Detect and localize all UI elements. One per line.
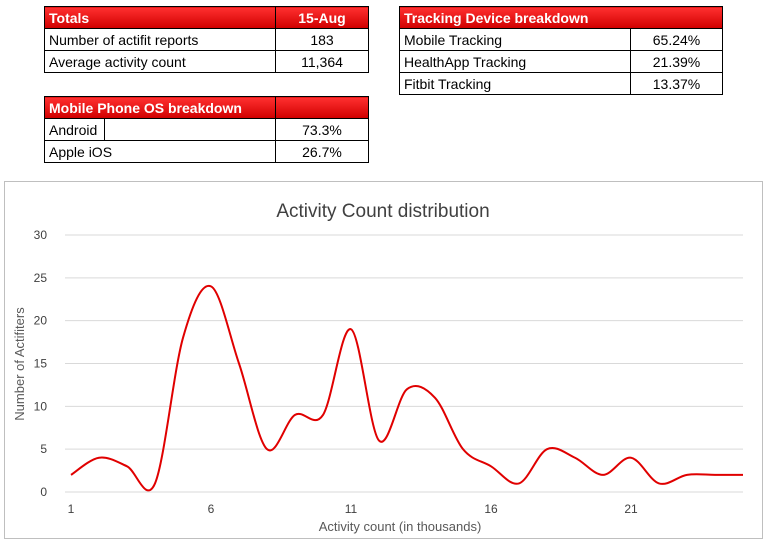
os-row-spacer — [103, 118, 277, 141]
totals-row-value: 183 — [275, 28, 369, 51]
x-tick-label: 21 — [624, 502, 638, 516]
chart-title: Activity Count distribution — [276, 201, 489, 222]
series-line — [70, 284, 743, 492]
totals-header-label: Totals — [44, 6, 276, 29]
activity-count-chart: Activity Count distribution 0 5 10 15 20 25 30… — [12, 201, 743, 534]
os-row-label: Android — [44, 118, 105, 141]
y-tick-label: 10 — [34, 399, 48, 413]
chart-area: Activity Count distribution 0 5 10 15 20 25 30… — [4, 181, 763, 539]
os-row-label: Apple iOS — [44, 140, 276, 163]
tracking-row-value: 13.37% — [630, 72, 723, 95]
os-header-label: Mobile Phone OS breakdown — [44, 96, 276, 119]
table-row: Apple iOS 26.7% — [44, 140, 369, 163]
x-tick-labels: 1 6 11 16 21 — [68, 502, 638, 516]
totals-header-date: 15-Aug — [275, 6, 369, 29]
tracking-row-label: Fitbit Tracking — [399, 72, 631, 95]
tracking-row-value: 21.39% — [630, 50, 723, 73]
y-tick-label: 15 — [34, 357, 48, 371]
table-row: Mobile Tracking 65.24% — [399, 28, 723, 51]
table-row: Average activity count 11,364 — [44, 50, 369, 73]
y-tick-label: 0 — [40, 485, 47, 499]
tracking-row-label: Mobile Tracking — [399, 28, 631, 51]
y-tick-label: 25 — [34, 271, 48, 285]
table-row: Fitbit Tracking 13.37% — [399, 72, 723, 95]
gridlines — [65, 234, 743, 493]
tracking-device-table: Tracking Device breakdown Mobile Trackin… — [399, 6, 723, 95]
x-tick-label: 11 — [345, 502, 358, 516]
y-axis-label: Number of Actifiters — [12, 307, 27, 421]
y-tick-label: 5 — [40, 442, 47, 456]
table-row: Number of actifit reports 183 — [44, 28, 369, 51]
totals-row-label: Average activity count — [44, 50, 276, 73]
os-row-value: 26.7% — [275, 140, 369, 163]
x-tick-label: 16 — [484, 502, 498, 516]
y-tick-label: 20 — [34, 314, 48, 328]
y-tick-label: 30 — [34, 228, 48, 242]
table-row: HealthApp Tracking 21.39% — [399, 50, 723, 73]
tracking-header-label: Tracking Device breakdown — [399, 6, 723, 29]
x-axis-label: Activity count (in thousands) — [319, 519, 482, 534]
totals-row-label: Number of actifit reports — [44, 28, 276, 51]
totals-row-value: 11,364 — [275, 50, 369, 73]
tracking-row-label: HealthApp Tracking — [399, 50, 631, 73]
y-tick-labels: 0 5 10 15 20 25 30 — [34, 228, 48, 499]
table-row: Android 73.3% — [44, 118, 369, 141]
tracking-row-value: 65.24% — [630, 28, 723, 51]
x-tick-label: 6 — [208, 502, 215, 516]
os-row-value: 73.3% — [275, 118, 369, 141]
os-breakdown-table: Mobile Phone OS breakdown Android 73.3% … — [44, 96, 369, 163]
os-header-blank — [275, 96, 369, 119]
x-tick-label: 1 — [68, 502, 75, 516]
totals-table: Totals 15-Aug Number of actifit reports … — [44, 6, 369, 73]
